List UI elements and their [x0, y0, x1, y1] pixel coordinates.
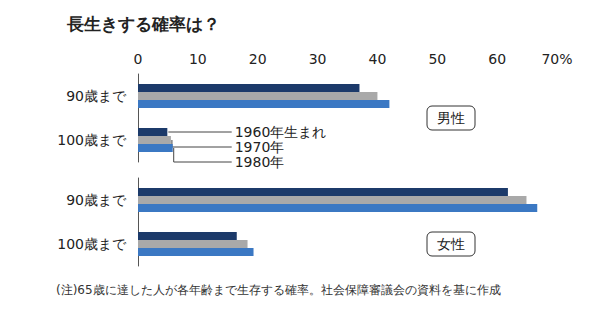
svg-text:男性: 男性: [437, 110, 465, 126]
svg-text:100歳まで: 100歳まで: [57, 132, 127, 148]
svg-text:長生きする確率は？: 長生きする確率は？: [66, 14, 220, 34]
svg-text:30: 30: [309, 51, 327, 67]
svg-text:1980年: 1980年: [235, 154, 285, 170]
svg-text:90歳まで: 90歳まで: [66, 88, 127, 104]
svg-text:90歳まで: 90歳まで: [66, 192, 127, 208]
svg-text:1960年生まれ: 1960年生まれ: [235, 124, 327, 140]
svg-text:1970年: 1970年: [235, 139, 285, 155]
svg-text:10: 10: [189, 51, 207, 67]
svg-text:60: 60: [488, 51, 506, 67]
svg-text:(注)65歳に達した人が各年齢まで生存する確率。社会保障審議: (注)65歳に達した人が各年齢まで生存する確率。社会保障審議会の資料を基に作成: [56, 283, 501, 297]
svg-text:0: 0: [134, 51, 143, 67]
svg-text:女性: 女性: [437, 236, 465, 252]
svg-text:20: 20: [249, 51, 267, 67]
svg-text:70%: 70%: [541, 51, 572, 67]
svg-text:50: 50: [428, 51, 446, 67]
svg-text:100歳まで: 100歳まで: [57, 236, 127, 252]
svg-text:40: 40: [369, 51, 387, 67]
